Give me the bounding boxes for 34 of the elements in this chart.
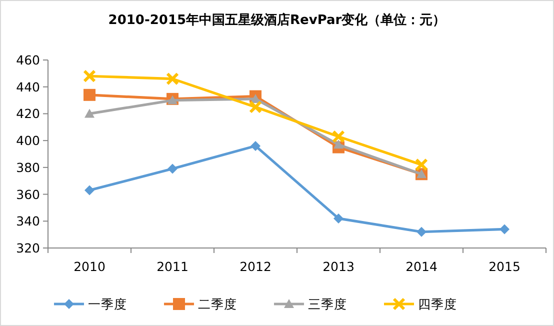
point xyxy=(168,95,178,104)
point xyxy=(84,88,96,101)
point xyxy=(500,224,510,234)
point xyxy=(332,130,345,144)
point xyxy=(334,140,344,149)
y-tick-label: 320 xyxy=(16,240,40,256)
point xyxy=(416,226,426,237)
y-tick-label: 420 xyxy=(16,106,40,122)
x-tick-label: 2015 xyxy=(488,259,520,274)
point xyxy=(249,100,262,114)
point xyxy=(166,72,179,86)
x-tick-label: 2014 xyxy=(406,259,438,274)
point xyxy=(334,213,344,224)
y-tick-label: 460 xyxy=(16,52,40,68)
y-tick-label: 440 xyxy=(16,79,40,94)
point xyxy=(83,70,96,83)
chart-title: 2010-2015年中国五星级酒店RevPar变化（单位：元） xyxy=(108,12,446,28)
point xyxy=(250,140,260,151)
legend-label: 一季度 xyxy=(88,296,127,312)
y-tick-label: 400 xyxy=(16,133,40,148)
legend-label: 二季度 xyxy=(198,296,237,312)
x-tick-label: 2010 xyxy=(74,259,106,274)
y-tick-label: 360 xyxy=(16,186,40,202)
x-tick-label: 2011 xyxy=(156,259,188,274)
y-tick-label: 380 xyxy=(16,160,40,175)
x-tick-label: 2012 xyxy=(240,259,272,274)
y-tick-label: 340 xyxy=(16,214,40,229)
x-tick-label: 2013 xyxy=(322,259,354,274)
point xyxy=(168,164,178,174)
point xyxy=(84,108,94,118)
legend-label: 三季度 xyxy=(308,296,347,312)
point xyxy=(415,158,428,172)
point xyxy=(84,185,94,196)
legend-label: 四季度 xyxy=(418,296,457,312)
